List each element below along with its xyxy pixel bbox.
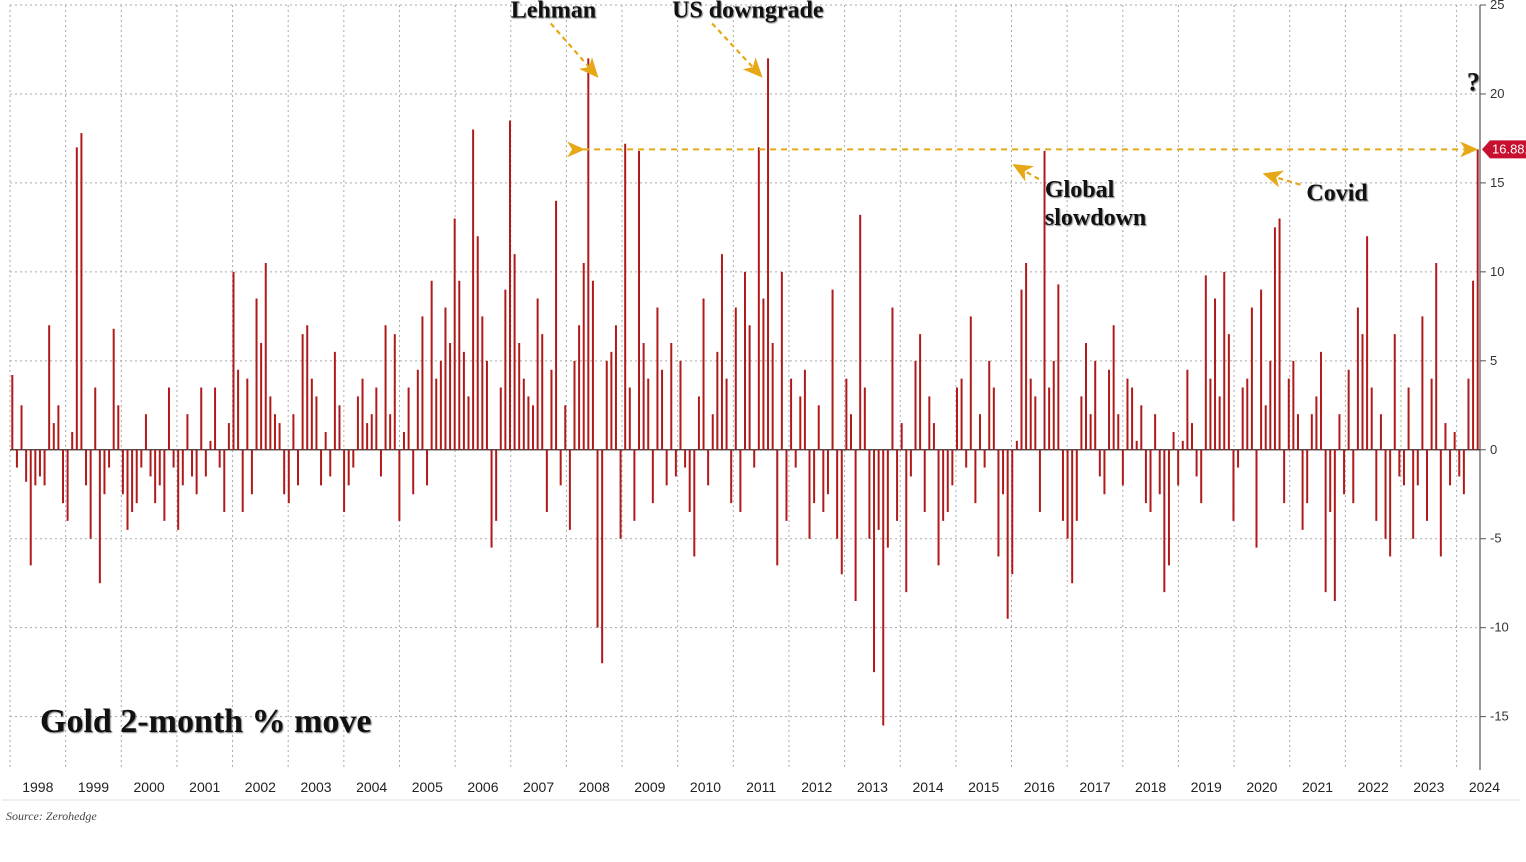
current-value-text: 16.8815 (1492, 141, 1526, 156)
chart-svg: -15 -10 -5 0 5 10 15 20 25 1998 1999 2000 2001 2002 20… (0, 0, 1526, 862)
x-tick-label: 2001 (189, 779, 220, 795)
chart-title: Gold 2-month % move (40, 703, 372, 740)
annotation-label: US downgrade (672, 0, 824, 23)
x-tick-label: 2004 (356, 779, 387, 795)
y-tick-label: 15 (1490, 175, 1504, 190)
x-tick-label: 1998 (22, 779, 53, 795)
x-tick-label: 2000 (134, 779, 165, 795)
x-tick-label: 2007 (523, 779, 554, 795)
y-tick-label: 10 (1490, 264, 1504, 279)
x-tick-label: 2023 (1413, 779, 1444, 795)
x-tick-label: 2008 (579, 779, 610, 795)
x-tick-label: 1999 (78, 779, 109, 795)
y-tick-label: 25 (1490, 0, 1504, 12)
annotation-label: Global (1045, 177, 1115, 203)
y-tick-label: 0 (1490, 442, 1497, 457)
x-tick-label: 2011 (746, 779, 776, 795)
annotation-label: slowdown (1045, 205, 1146, 231)
x-tick-label: 2013 (857, 779, 888, 795)
x-tick-label: 2010 (690, 779, 721, 795)
x-tick-label: 2012 (801, 779, 832, 795)
chart-container: -15 -10 -5 0 5 10 15 20 25 1998 1999 2000 2001 2002 20… (0, 0, 1526, 862)
x-tick-label: 2019 (1191, 779, 1222, 795)
x-tick-label: 2005 (412, 779, 443, 795)
x-tick-label: 2002 (245, 779, 276, 795)
x-tick-label: 2015 (968, 779, 999, 795)
x-tick-label: 2009 (634, 779, 665, 795)
y-tick-label: 5 (1490, 353, 1497, 368)
question-mark: ? (1467, 67, 1480, 96)
x-tick-label: 2024 (1469, 779, 1500, 795)
x-tick-label: 2016 (1024, 779, 1055, 795)
x-tick-label: 2022 (1358, 779, 1389, 795)
x-tick-label: 2018 (1135, 779, 1166, 795)
x-tick-label: 2020 (1246, 779, 1277, 795)
source-text: Source: Zerohedge (6, 809, 97, 823)
y-tick-label: -10 (1490, 620, 1509, 635)
x-tick-label: 2021 (1302, 779, 1333, 795)
x-tick-label: 2014 (912, 779, 943, 795)
y-tick-label: 20 (1490, 86, 1504, 101)
annotation-label: Covid (1306, 181, 1368, 207)
y-tick-label: -5 (1490, 531, 1502, 546)
x-tick-label: 2006 (467, 779, 498, 795)
x-tick-label: 2017 (1079, 779, 1110, 795)
y-tick-label: -15 (1490, 709, 1509, 724)
x-tick-label: 2003 (300, 779, 331, 795)
annotation-label: Lehman (511, 0, 596, 23)
